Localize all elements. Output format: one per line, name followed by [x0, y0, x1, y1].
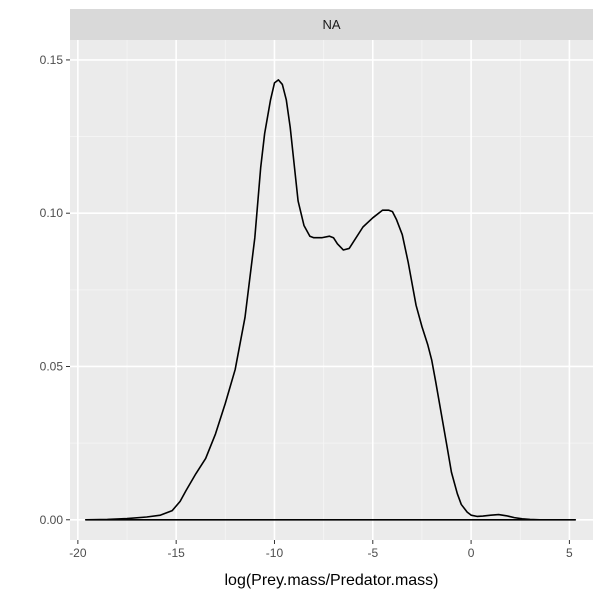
y-tick-label: 0.05 — [40, 359, 64, 373]
x-tick-label: -15 — [168, 546, 186, 560]
x-axis: -20 -15 -10 -5 0 5 — [69, 540, 573, 560]
x-axis-title: log(Prey.mass/Predator.mass) — [225, 572, 439, 589]
x-tick-label: 5 — [566, 546, 573, 560]
x-tick-label: -20 — [69, 546, 87, 560]
x-tick-label: -10 — [266, 546, 284, 560]
x-tick-label: -5 — [367, 546, 378, 560]
y-tick-label: 0.00 — [40, 513, 64, 527]
y-tick-label: 0.15 — [40, 53, 64, 67]
y-axis: 0.00 0.05 0.10 0.15 — [40, 53, 70, 527]
y-tick-label: 0.10 — [40, 206, 64, 220]
facet-strip-label: NA — [322, 17, 340, 32]
x-tick-label: 0 — [468, 546, 475, 560]
